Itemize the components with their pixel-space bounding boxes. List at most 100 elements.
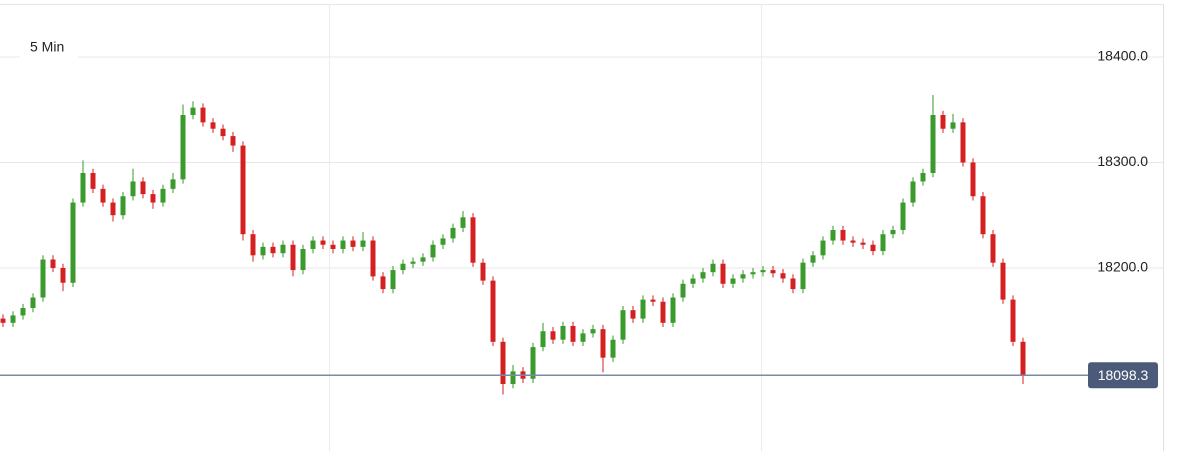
- candle-body: [910, 181, 916, 203]
- candle-body: [530, 347, 536, 379]
- candle-body: [970, 162, 976, 197]
- candle-body: [380, 276, 386, 290]
- candle-body: [640, 299, 646, 319]
- candle-body: [820, 240, 826, 256]
- candle-body: [580, 333, 586, 342]
- y-tick-label: 18200.0: [1097, 259, 1148, 275]
- candle-body: [350, 240, 356, 247]
- candle-body: [100, 188, 106, 203]
- candle-body: [230, 136, 236, 146]
- candle-body: [240, 145, 246, 235]
- candle-body: [750, 272, 756, 275]
- candle-body: [210, 122, 216, 129]
- candle-body: [420, 257, 426, 262]
- candle-body: [360, 240, 366, 247]
- candle-body: [70, 202, 76, 283]
- candle-body: [950, 122, 956, 129]
- candle-body: [80, 173, 86, 203]
- candle-body: [430, 244, 436, 258]
- candle-body: [880, 234, 886, 252]
- candle-body: [550, 331, 556, 340]
- last-price-badge: [1088, 362, 1158, 389]
- candle-body: [20, 308, 26, 316]
- candle-body: [740, 274, 746, 279]
- candle-body: [310, 240, 316, 249]
- candle-body: [460, 217, 466, 228]
- candle-body: [40, 259, 46, 298]
- candle-body: [1020, 341, 1026, 376]
- candle-body: [770, 270, 776, 274]
- candle-body: [980, 196, 986, 235]
- candle-body: [150, 194, 156, 203]
- candle-body: [960, 122, 966, 163]
- candle-body: [920, 173, 926, 182]
- candle-body: [600, 329, 606, 358]
- candle-body: [320, 240, 326, 245]
- candle-body: [940, 114, 946, 129]
- candle-body: [450, 227, 456, 239]
- candle-body: [800, 262, 806, 290]
- candle-body: [790, 278, 796, 290]
- candle-body: [840, 229, 846, 241]
- candle-body: [1010, 299, 1016, 342]
- candle-body: [250, 234, 256, 256]
- candle-body: [340, 240, 346, 249]
- candle-body: [190, 107, 196, 115]
- candle-body: [280, 244, 286, 254]
- candle-body: [470, 217, 476, 263]
- candle-body: [300, 248, 306, 271]
- candle-body: [0, 318, 6, 323]
- candle-body: [670, 297, 676, 323]
- candle-body: [570, 325, 576, 342]
- candle-body: [510, 371, 516, 385]
- candle-body: [60, 267, 66, 283]
- candle-body: [850, 240, 856, 243]
- candle-body: [660, 301, 666, 323]
- interval-badge: [20, 34, 78, 60]
- candle-body: [490, 280, 496, 342]
- candle-body: [560, 325, 566, 340]
- candle-body: [400, 263, 406, 271]
- candle-body: [270, 246, 276, 254]
- candle-body: [170, 179, 176, 189]
- candle-body: [110, 202, 116, 216]
- candle-body: [690, 278, 696, 284]
- candle-body: [130, 181, 136, 197]
- candle-body: [10, 315, 16, 323]
- candle-body: [180, 114, 186, 180]
- candle-body: [200, 107, 206, 123]
- candle-body: [260, 246, 266, 256]
- candle-body: [160, 188, 166, 203]
- candle-body: [780, 273, 786, 279]
- last-price-label: 18098.3: [1098, 367, 1149, 383]
- y-tick-label: 18400.0: [1097, 48, 1148, 64]
- candle-body: [120, 196, 126, 216]
- candle-body: [90, 173, 96, 189]
- interval-label: 5 Min: [30, 39, 64, 55]
- y-tick-label: 18300.0: [1097, 153, 1148, 169]
- candle-body: [810, 255, 816, 263]
- candle-body: [650, 299, 656, 302]
- candle-body: [720, 263, 726, 284]
- candle-body: [610, 339, 616, 358]
- candle-body: [500, 341, 506, 385]
- candle-body: [540, 331, 546, 348]
- candle-body: [890, 229, 896, 235]
- candle-body: [930, 114, 936, 174]
- candle-body: [290, 244, 296, 271]
- candle-body: [370, 240, 376, 277]
- candle-body: [140, 181, 146, 195]
- candle-body: [630, 310, 636, 319]
- candle-body: [1000, 262, 1006, 300]
- candle-body: [700, 272, 706, 279]
- candle-body: [760, 270, 766, 273]
- candle-body: [330, 244, 336, 249]
- candle-body: [480, 262, 486, 281]
- candle-body: [990, 234, 996, 263]
- candle-body: [680, 283, 686, 298]
- candle-body: [410, 261, 416, 264]
- candle-body: [220, 128, 226, 137]
- candle-body: [30, 297, 36, 309]
